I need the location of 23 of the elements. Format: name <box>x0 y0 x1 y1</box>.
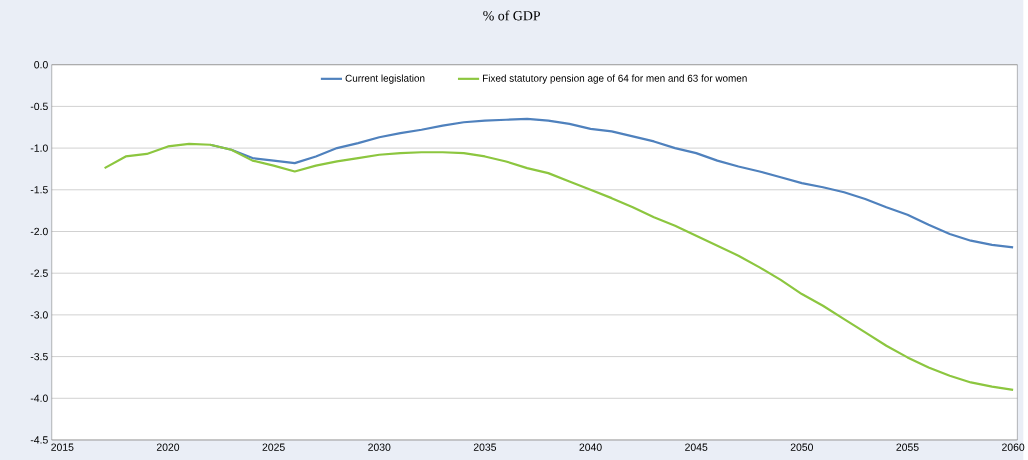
x-tick-label: 2050 <box>790 443 814 451</box>
x-tick-label: 2045 <box>685 443 708 451</box>
y-tick-label: -1.0 <box>30 144 48 152</box>
x-tick-label: 2055 <box>896 443 919 451</box>
y-tick-label: -3.0 <box>30 311 48 319</box>
y-tick-label: -4.5 <box>30 436 48 444</box>
x-tick-label: 2015 <box>51 443 74 451</box>
chart-title: % of GDP <box>483 10 541 21</box>
legend-label: Current legislation <box>345 74 425 84</box>
y-tick-label: -0.5 <box>30 102 48 111</box>
x-tick-label: 2025 <box>262 443 285 451</box>
y-tick-label: -3.5 <box>30 352 48 361</box>
legend-label: Fixed statutory pension age of 64 for men and 63 for women <box>483 74 747 84</box>
y-tick-label: -2.5 <box>30 269 48 277</box>
x-tick-label: 2060 <box>1002 443 1025 451</box>
x-tick-label: 2035 <box>473 443 497 451</box>
y-tick-label: 0.0 <box>34 61 48 69</box>
x-tick-label: 2030 <box>368 443 391 451</box>
y-tick-label: -2.0 <box>30 227 48 236</box>
y-tick-label: -4.0 <box>30 394 48 403</box>
x-tick-label: 2020 <box>156 443 180 451</box>
x-tick-label: 2040 <box>579 443 602 451</box>
y-tick-label: -1.5 <box>30 186 48 194</box>
